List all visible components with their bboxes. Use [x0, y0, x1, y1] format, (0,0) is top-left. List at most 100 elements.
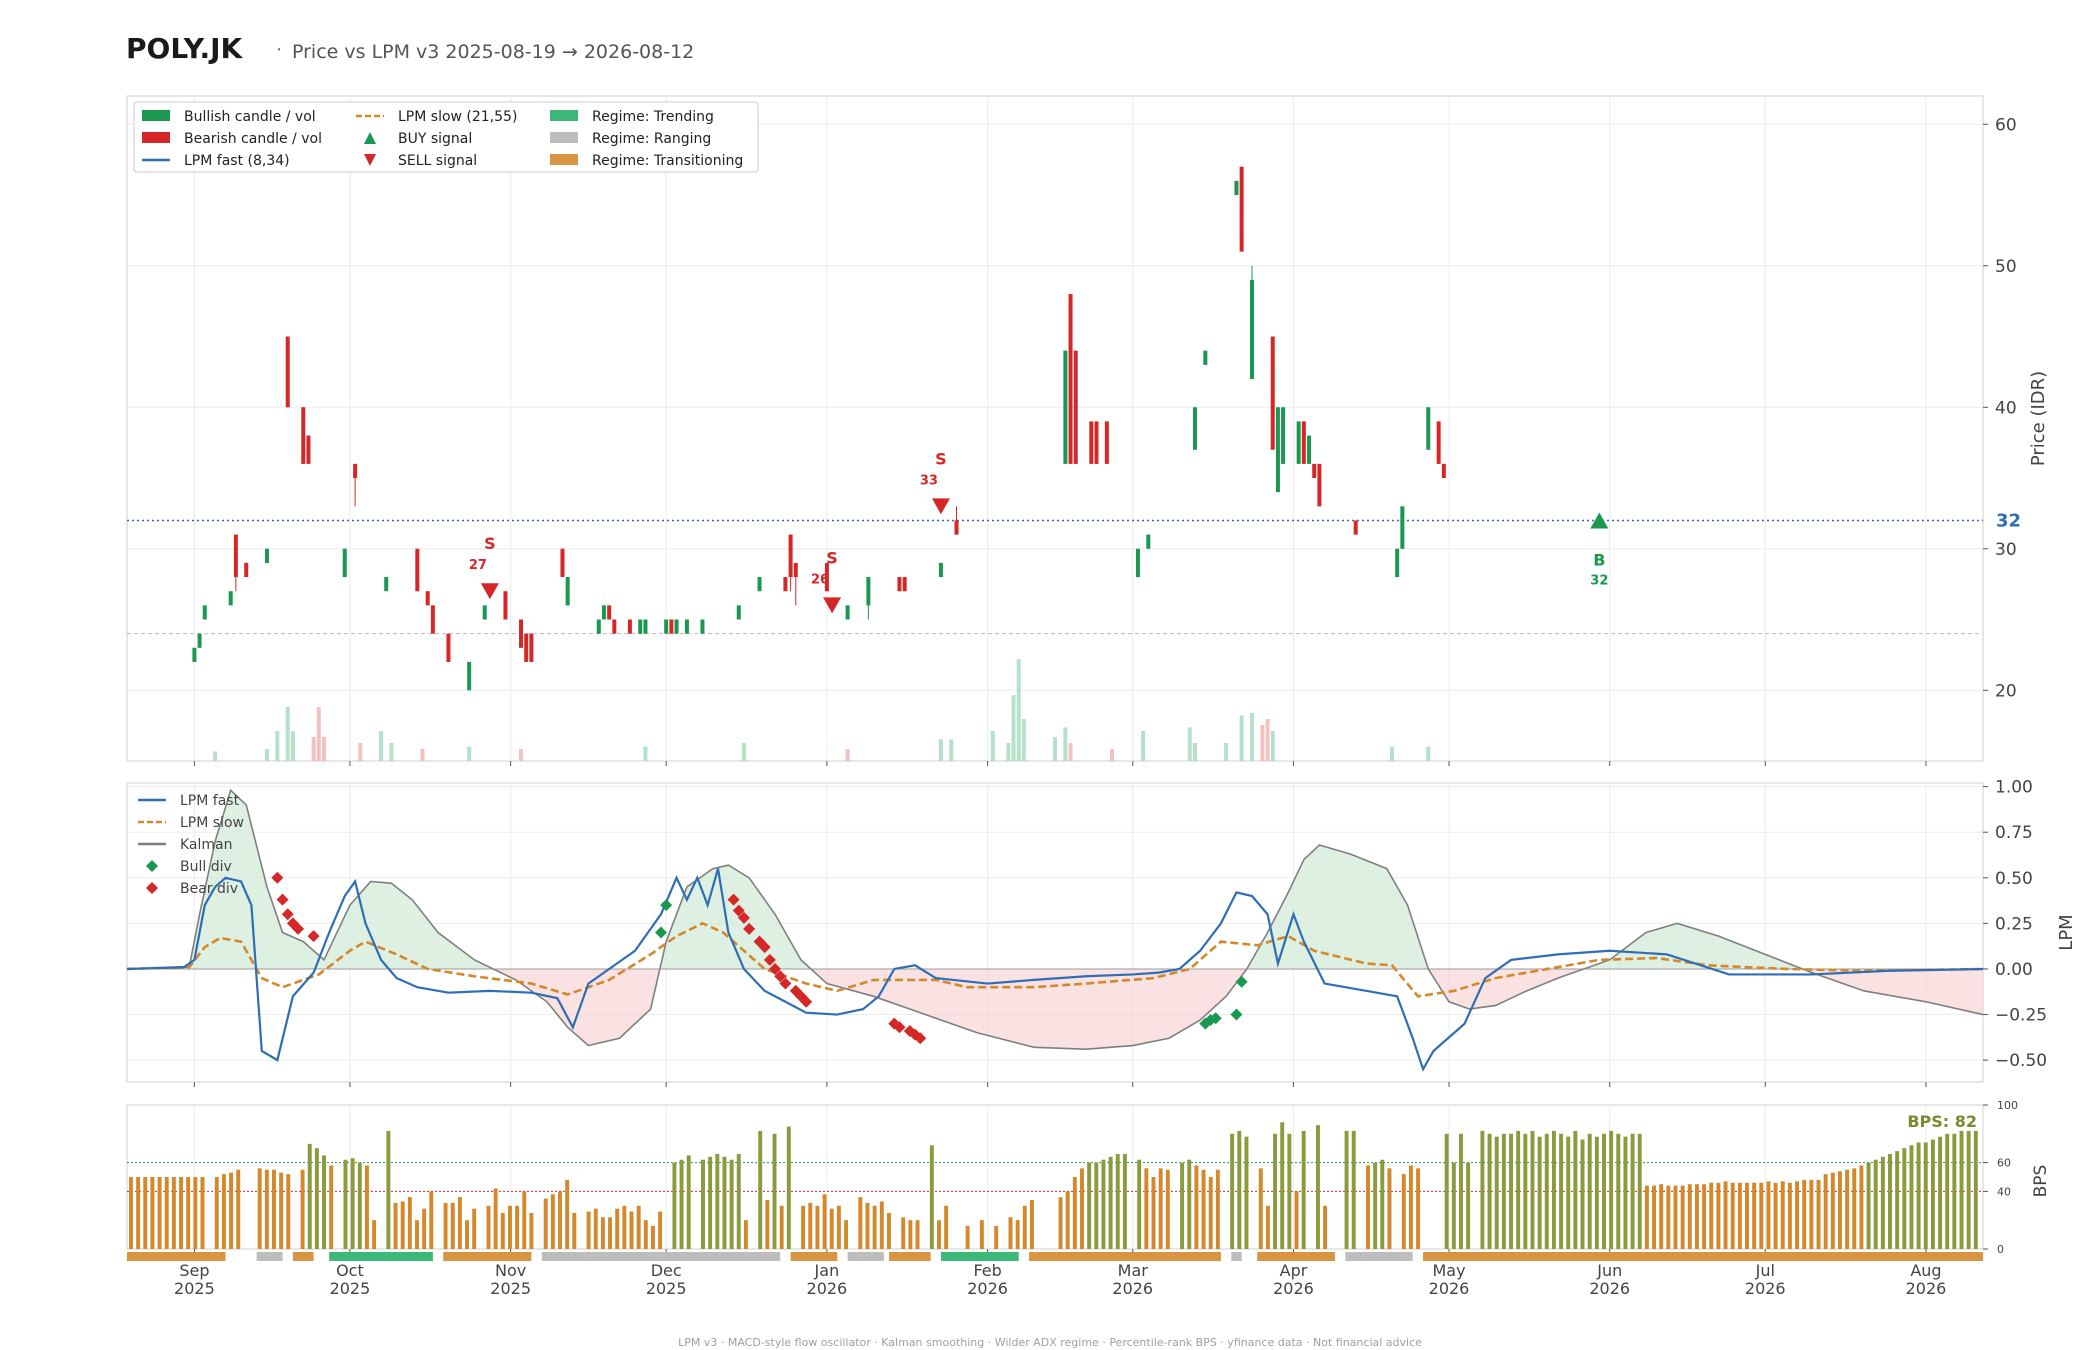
bps-bar [264, 1169, 269, 1249]
bear-divergence-marker [737, 911, 750, 924]
bps-tick-label: 100 [1997, 1099, 2018, 1112]
bps-bar [171, 1177, 176, 1249]
bps-bar [643, 1220, 648, 1249]
bps-bar [1795, 1181, 1800, 1249]
bullish-candle [1307, 435, 1312, 464]
bearish-candle [669, 619, 674, 634]
bps-bar [157, 1177, 162, 1249]
bps-bar [772, 1133, 777, 1249]
legend-swatch [142, 110, 170, 121]
lpm-axis-label: LPM [2056, 914, 2077, 950]
bear-divergence-marker [893, 1021, 906, 1034]
regime-segment [790, 1252, 838, 1261]
bearish-candle [353, 463, 358, 479]
bps-bar [593, 1208, 598, 1249]
bps-bar [1559, 1133, 1564, 1249]
bps-bar [1416, 1168, 1421, 1249]
bullish-candle [684, 619, 689, 634]
bps-bar [1673, 1185, 1678, 1249]
volume-bar [290, 731, 295, 761]
bps-bar [1315, 1125, 1320, 1249]
bullish-candle [757, 577, 762, 592]
bear-divergence-marker [888, 1017, 901, 1030]
price-axis-label: Price (IDR) [2028, 371, 2049, 466]
bearish-candle [1073, 350, 1078, 464]
buy-signal-label: B [1593, 550, 1605, 569]
bearish-candle [285, 336, 290, 408]
bearish-candle [301, 407, 306, 464]
bullish-candle [1275, 407, 1280, 493]
bps-bar [879, 1201, 884, 1249]
bps-bar [1859, 1165, 1864, 1249]
lpm-legend-label: Kalman [180, 837, 233, 853]
bps-bar [1780, 1181, 1785, 1249]
bps-bar [1551, 1130, 1556, 1249]
lpm-slow-line [126, 921, 1984, 998]
bullish-candle [1203, 350, 1208, 365]
x-tick-year: 2026 [967, 1279, 1008, 1298]
bear-divergence-marker [763, 953, 776, 966]
bps-bar [1544, 1133, 1549, 1249]
bearish-candle [1089, 421, 1094, 464]
volume-bar [1260, 725, 1265, 761]
bps-bar [901, 1217, 906, 1249]
bps-bar [1580, 1139, 1585, 1249]
bps-bar [1265, 1205, 1270, 1249]
bps-bar [1072, 1177, 1077, 1249]
bps-bar [765, 1200, 770, 1249]
volume-bar [213, 751, 218, 761]
bearish-candle [1441, 463, 1446, 479]
bps-bar [1902, 1148, 1907, 1249]
bps-bar [701, 1159, 705, 1249]
legend-swatch [550, 110, 578, 121]
bps-bar [1938, 1136, 1943, 1249]
bps-bar [1923, 1142, 1928, 1249]
bear-divergence-marker [743, 922, 756, 935]
lpm-fast-line [126, 868, 1984, 1072]
bullish-candle [228, 591, 233, 606]
buy-signal-price: 32 [1590, 573, 1608, 588]
bear-divergence-marker [281, 908, 294, 921]
x-tick-month: Apr [1280, 1261, 1308, 1280]
bps-bar [1930, 1139, 1935, 1249]
bps-bar [1080, 1168, 1084, 1249]
bear-divergence-marker [276, 893, 289, 906]
bps-bar [865, 1202, 870, 1249]
bps-bar [1215, 1169, 1220, 1249]
bps-bar [1873, 1159, 1878, 1249]
bps-bar [1401, 1174, 1406, 1249]
x-tick-month: Feb [973, 1261, 1001, 1280]
bearish-candle [1270, 336, 1275, 450]
volume-bar [316, 707, 321, 761]
bps-bar [1666, 1185, 1671, 1249]
bps-bar [1637, 1133, 1642, 1249]
bps-bar [736, 1153, 741, 1249]
bps-bar [1494, 1136, 1499, 1249]
regime-segment [443, 1252, 532, 1261]
bps-bar [844, 1220, 848, 1249]
bearish-candle [954, 520, 959, 535]
bearish-candle [627, 619, 632, 634]
bull-divergence-marker [1235, 975, 1248, 988]
x-tick-month: Dec [651, 1261, 682, 1280]
bps-tick-label: 0 [1997, 1243, 2004, 1256]
bps-bar [836, 1205, 841, 1249]
volume-bar [1011, 695, 1016, 761]
bear-divergence-marker [271, 871, 284, 884]
bearish-candle [607, 605, 612, 620]
bps-bar [808, 1202, 813, 1249]
bps-bar [1230, 1133, 1235, 1249]
regime-segment [1231, 1252, 1242, 1261]
bps-bar [1094, 1162, 1099, 1249]
legend-label: LPM slow (21,55) [398, 109, 517, 125]
lpm-tick-label: 0.75 [1995, 823, 2033, 843]
bps-bar [1694, 1184, 1699, 1249]
regime-segment [1423, 1252, 1983, 1261]
volume-bar [467, 746, 472, 761]
bearish-candle [244, 562, 249, 578]
bps-bar [1451, 1162, 1456, 1249]
bps-tick-label: 40 [1997, 1185, 2011, 1198]
bullish-candle [601, 605, 606, 620]
bullish-candle [664, 619, 669, 634]
price-legend [133, 101, 759, 173]
